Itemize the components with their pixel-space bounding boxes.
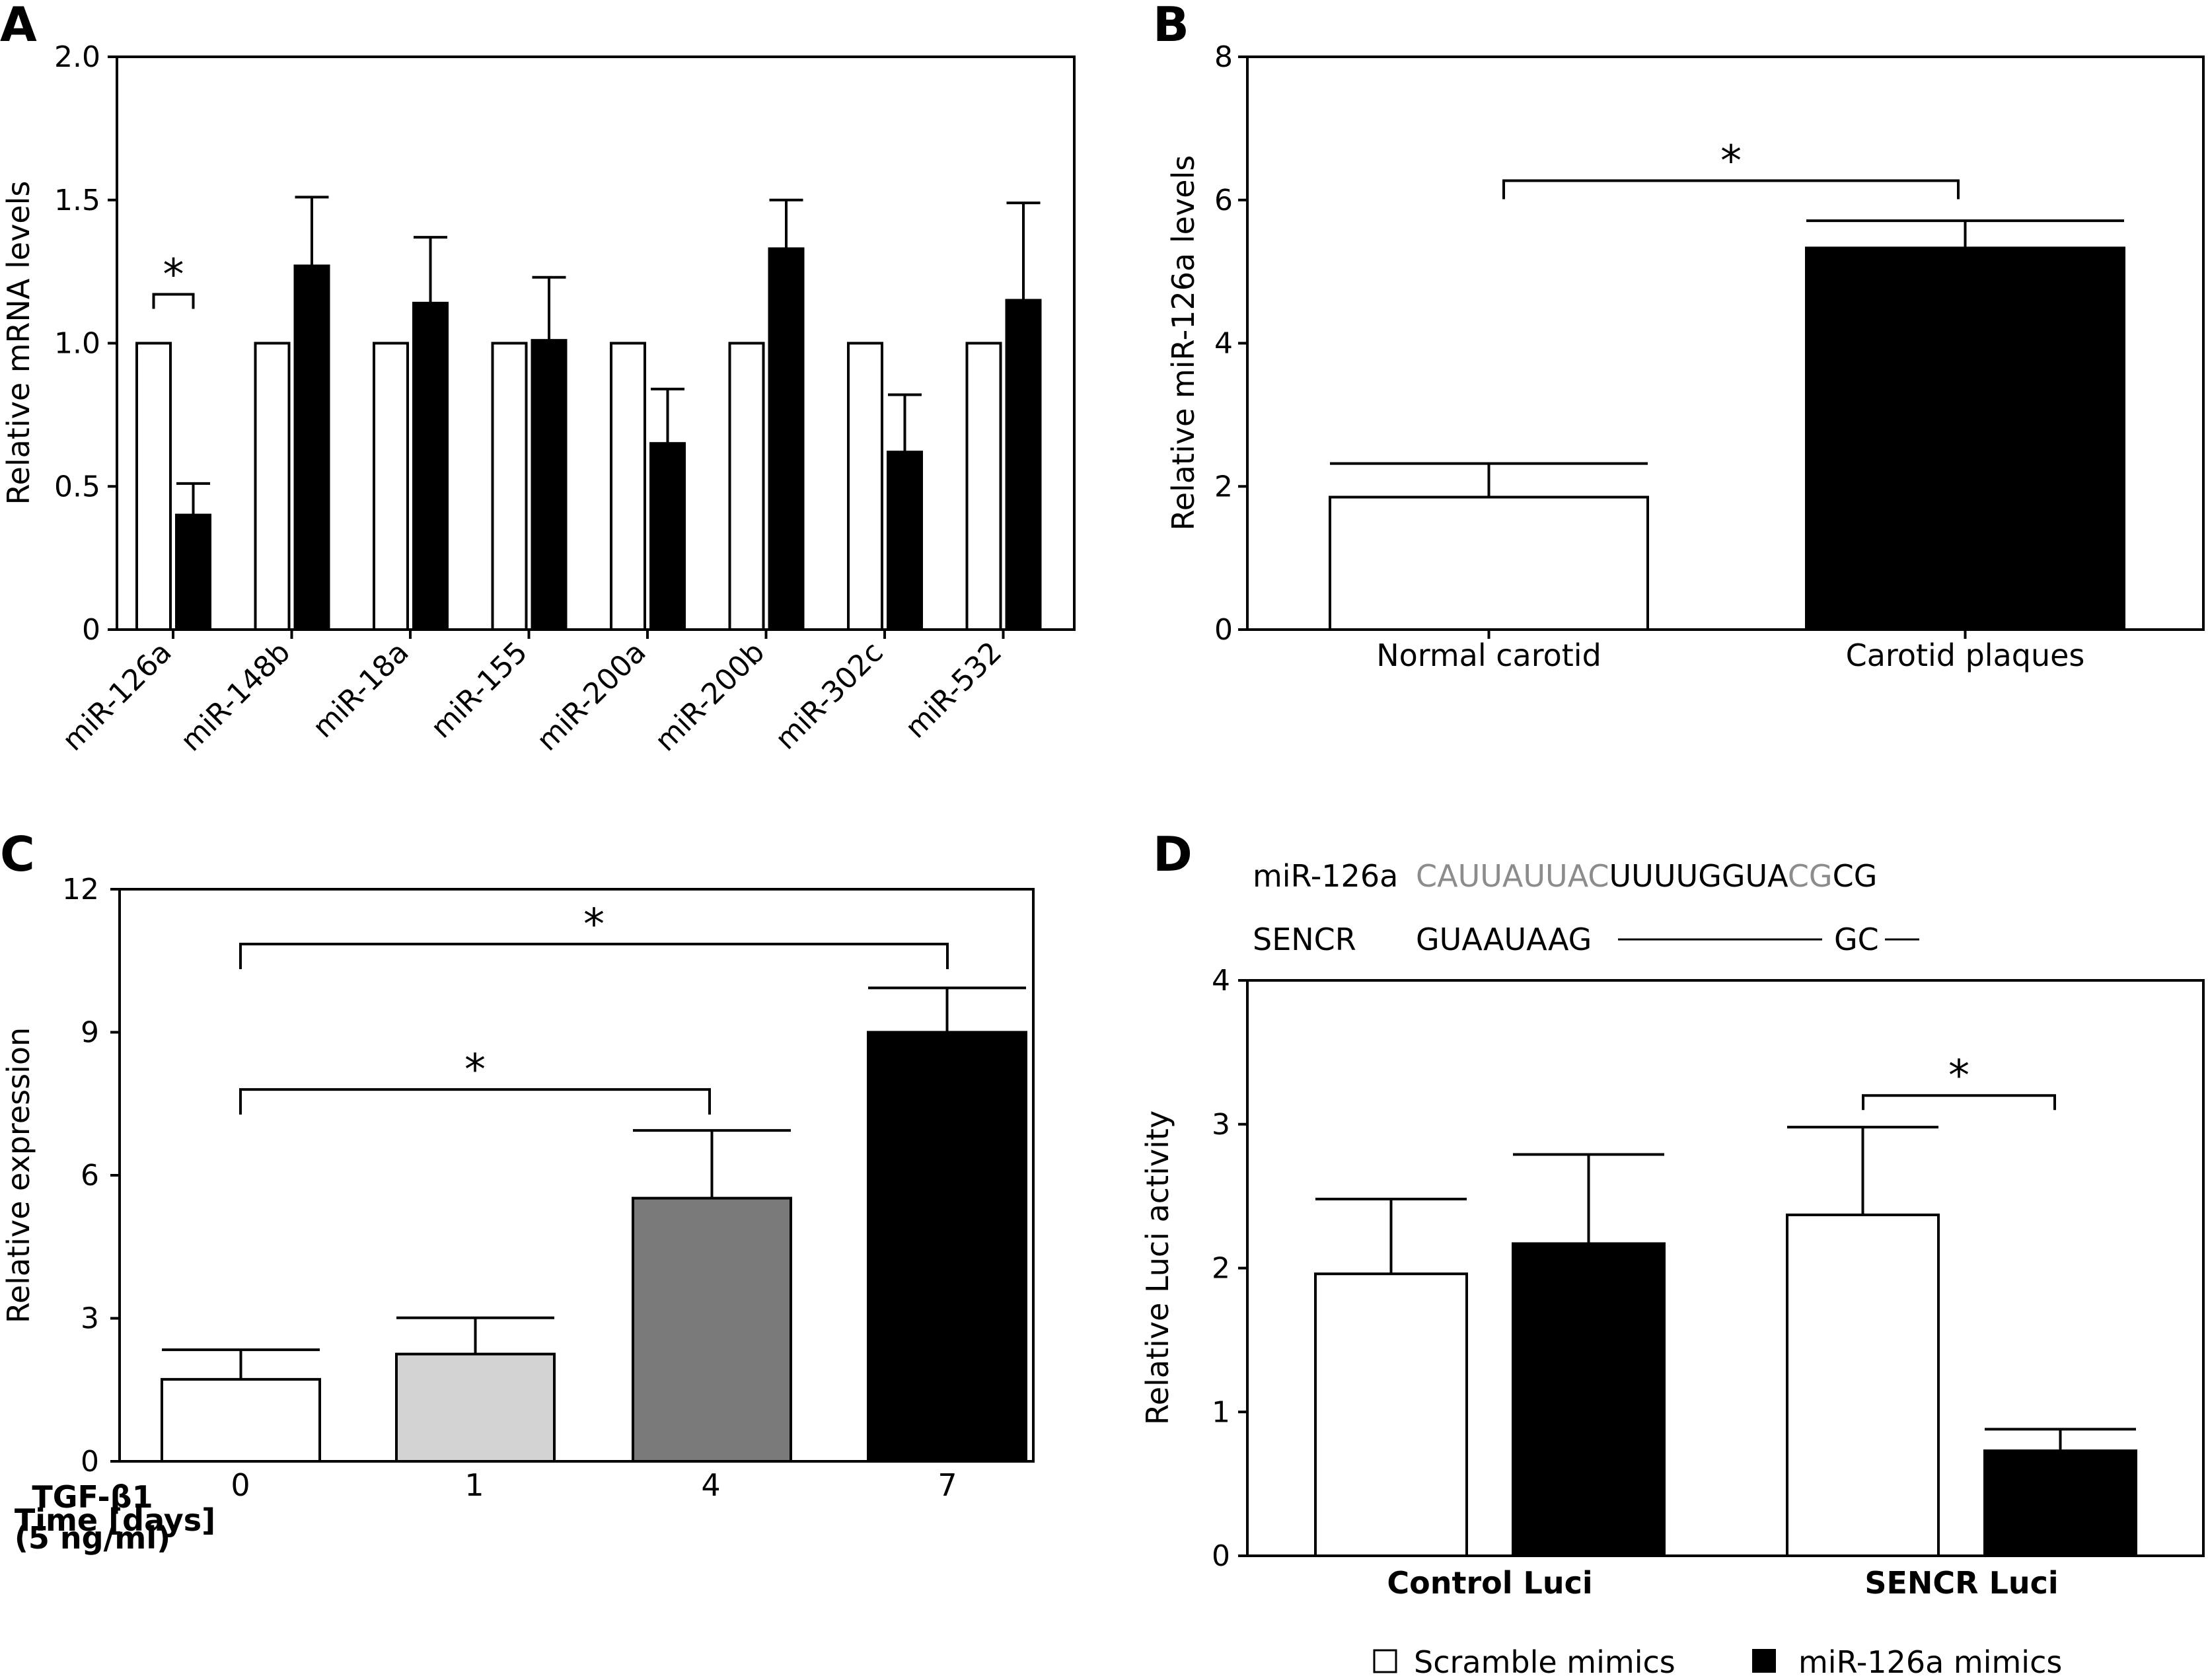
y-tick-label: 0.5 [54, 470, 100, 503]
legend: Scramble mimics miR-126a mimics [1373, 1644, 2062, 1680]
significance-bracket [152, 293, 195, 309]
significance-bracket [239, 942, 949, 969]
panel-letter-a: A [0, 0, 37, 52]
panel-letter-b: B [1153, 0, 1189, 52]
legend-swatch-scramble [1373, 1649, 1397, 1673]
bar-treated [412, 301, 449, 631]
significance-star: * [1720, 137, 1742, 186]
significance-star: * [163, 250, 184, 299]
significance-star: * [1948, 1052, 1969, 1101]
y-axis-title-a: Relative mRNA levels [1, 181, 36, 505]
panel-d: D Relative Luci activity miR-126a CAUUAU… [1140, 826, 2205, 1680]
seq-part-3: CG [1788, 858, 1833, 894]
seq-part-1: CAUUAUUAC [1416, 858, 1609, 894]
x-tick-label: Carotid plaques [1846, 638, 2085, 673]
seq-part-4: CG [1833, 858, 1878, 894]
treatment-label-line-1: TGF-β1 [32, 1479, 153, 1515]
bar-treated [768, 247, 805, 631]
y-axis-title-b: Relative miR-126a levels [1165, 155, 1201, 530]
bar-mir126a [1983, 1449, 2137, 1557]
bar-scramble [847, 342, 883, 631]
bar-scramble [965, 342, 1002, 631]
significance-bracket [239, 1088, 711, 1115]
bar-day-4 [632, 1196, 792, 1463]
significance-bracket [1862, 1094, 2056, 1111]
bar-treated [531, 339, 568, 631]
panel-letter-d: D [1153, 826, 1193, 882]
bar-plaques [1805, 246, 2125, 631]
significance-star: * [583, 900, 605, 949]
significance-bracket [1502, 179, 1960, 200]
sencr-label: SENCR [1253, 922, 1356, 957]
bar-day-7 [867, 1031, 1027, 1463]
bar-treated [649, 442, 686, 631]
bar-day-1 [395, 1352, 556, 1463]
x-tick-label: Control Luci [1387, 1565, 1592, 1601]
y-tick-label: 1.5 [54, 184, 100, 217]
bar-scramble [1314, 1272, 1468, 1557]
y-tick-label: 3 [81, 1302, 99, 1336]
bar-scramble [491, 342, 528, 631]
bar-day-0 [161, 1377, 321, 1463]
seq-part-2: UUUUGGUA [1609, 858, 1789, 894]
legend-label-scramble: Scramble mimics [1414, 1644, 1675, 1680]
y-tick-label: 1 [1212, 1395, 1230, 1429]
mir-126a-label: miR-126a [1253, 858, 1398, 894]
sencr-sequence-part-1: GUAAUAAG [1416, 922, 1592, 957]
bar-scramble [135, 342, 172, 631]
bar-scramble [254, 342, 291, 631]
panel-b: B Relative miR-126a levels 0 2 4 6 8 Normal c… [1153, 0, 2205, 673]
bar-treated [175, 513, 211, 631]
y-tick-label: 0 [1212, 1539, 1230, 1573]
bar-normal [1329, 495, 1649, 631]
y-tick-label: 1.0 [54, 327, 100, 361]
sencr-sequence-part-2: GC [1834, 922, 1879, 957]
bar-treated [1005, 299, 1042, 631]
y-axis-title-d: Relative Luci activity [1140, 1111, 1175, 1425]
x-tick-label: SENCR Luci [1864, 1565, 2058, 1601]
x-tick-label: 7 [938, 1467, 957, 1503]
y-tick-label: 12 [62, 873, 99, 906]
y-tick-label: 2 [1212, 1252, 1230, 1286]
x-tick-label: 1 [464, 1467, 484, 1503]
y-tick-label: 4 [1212, 964, 1230, 998]
bar-scramble [610, 342, 646, 631]
y-tick-label: 0 [1214, 613, 1233, 647]
x-tick-label: Normal carotid [1376, 638, 1601, 673]
significance-star: * [464, 1046, 486, 1095]
mir-126a-sequence: CAUUAUUACUUUUGGUACGCG [1416, 858, 1877, 894]
y-tick-label: 0 [81, 1445, 99, 1479]
y-tick-label: 2.0 [54, 40, 100, 74]
bar-scramble [1786, 1213, 1940, 1557]
y-tick-label: 2 [1214, 470, 1233, 503]
panel-letter-c: C [0, 826, 35, 882]
y-axis-title-c: Relative expression [1, 1027, 36, 1323]
x-tick-label: 4 [701, 1467, 720, 1503]
x-tick-label: 0 [231, 1467, 250, 1503]
panel-c: C Relative expression Time [days] TGF-β1… [0, 826, 1035, 1556]
bar-scramble [728, 342, 765, 631]
bar-treated [293, 264, 330, 631]
y-tick-label: 0 [82, 613, 100, 647]
y-tick-label: 6 [1214, 184, 1233, 217]
bar-treated [887, 451, 923, 631]
legend-swatch-mir126a [1752, 1649, 1776, 1673]
x-axis-title-c: Time [days] [15, 1502, 215, 1538]
treatment-label-line-2: (5 ng/ml) [15, 1520, 170, 1556]
y-tick-label: 8 [1214, 40, 1233, 74]
legend-label-mir126a: miR-126a mimics [1798, 1644, 2062, 1680]
y-tick-label: 3 [1212, 1108, 1230, 1142]
bar-scramble [373, 342, 409, 631]
y-tick-label: 9 [81, 1016, 99, 1050]
y-tick-label: 6 [81, 1159, 99, 1192]
bar-mir126a [1512, 1242, 1666, 1558]
y-tick-label: 4 [1214, 327, 1233, 361]
